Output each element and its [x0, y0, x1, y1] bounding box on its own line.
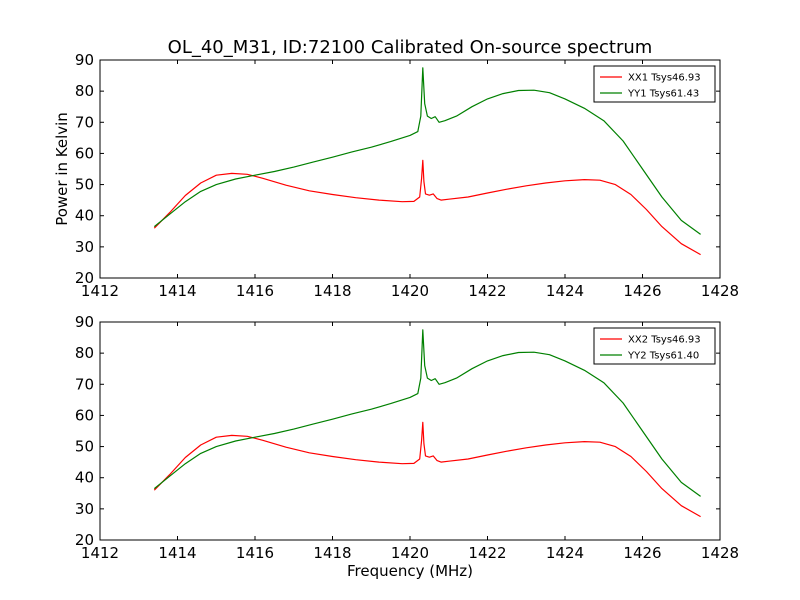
series-line-yy2 — [153, 329, 701, 497]
legend: XX2 Tsys46.93 YY2 Tsys61.40 — [593, 327, 716, 365]
legend-entry-label: XX2 Tsys46.93 — [628, 335, 701, 346]
y-tick-label: 50 — [75, 176, 94, 194]
x-tick-label: 1420 — [391, 544, 429, 562]
x-tick-label: 1414 — [158, 282, 196, 300]
x-axis-label: Frequency (MHz) — [347, 562, 473, 580]
legend-box — [593, 65, 716, 103]
subplots: 1412 1414 1416 1418 1420 1422 1424 1426 1428 20 30… — [75, 51, 739, 562]
subplot-2: 1412 1414 1416 1418 1420 1422 1424 1426 1428 20 30… — [75, 313, 739, 562]
x-tick-label: 1412 — [81, 544, 119, 562]
y-tick-label: 20 — [75, 531, 94, 549]
legend-box — [593, 327, 716, 365]
y-tick-label: 70 — [75, 113, 94, 131]
x-tick-label: 1426 — [623, 544, 661, 562]
y-tick-label: 60 — [75, 144, 94, 162]
y-tick-label: 90 — [75, 51, 94, 69]
subplot-1: 1412 1414 1416 1418 1420 1422 1424 1426 1428 20 30… — [75, 51, 739, 300]
x-tick-label: 1422 — [468, 282, 506, 300]
legend-entry-label: YY1 Tsys61.43 — [627, 89, 699, 100]
x-tick-label: 1426 — [623, 282, 661, 300]
legend-entry-label: XX1 Tsys46.93 — [628, 73, 701, 84]
legend-entry-label: YY2 Tsys61.40 — [627, 351, 699, 362]
y-tick-label: 30 — [75, 238, 94, 256]
y-tick-label: 60 — [75, 406, 94, 424]
x-tick-label: 1424 — [546, 282, 584, 300]
chart-title: OL_40_M31, ID:72100 Calibrated On-source… — [168, 37, 653, 58]
series-line-yy1 — [153, 67, 701, 235]
y-axis-label: Power in Kelvin — [53, 112, 71, 226]
y-tick-label: 40 — [75, 207, 94, 225]
y-tick-label: 20 — [75, 269, 94, 287]
y-tick-label: 80 — [75, 344, 94, 362]
y-tick-label: 70 — [75, 375, 94, 393]
x-tick-label: 1424 — [546, 544, 584, 562]
y-tick-label: 40 — [75, 469, 94, 487]
y-tick-label: 80 — [75, 82, 94, 100]
legend: XX1 Tsys46.93 YY1 Tsys61.43 — [593, 65, 716, 103]
y-tick-label: 90 — [75, 313, 94, 331]
x-tick-label: 1418 — [313, 282, 351, 300]
x-tick-label: 1428 — [701, 544, 739, 562]
x-tick-label: 1420 — [391, 282, 429, 300]
x-tick-label: 1428 — [701, 282, 739, 300]
x-tick-label: 1416 — [236, 544, 274, 562]
y-tick-label: 50 — [75, 438, 94, 456]
x-tick-label: 1422 — [468, 544, 506, 562]
y-tick-label: 30 — [75, 500, 94, 518]
x-tick-label: 1418 — [313, 544, 351, 562]
x-tick-label: 1414 — [158, 544, 196, 562]
x-tick-label: 1412 — [81, 282, 119, 300]
series-line-xx1 — [153, 159, 701, 256]
series-line-xx2 — [153, 421, 701, 518]
x-tick-label: 1416 — [236, 282, 274, 300]
